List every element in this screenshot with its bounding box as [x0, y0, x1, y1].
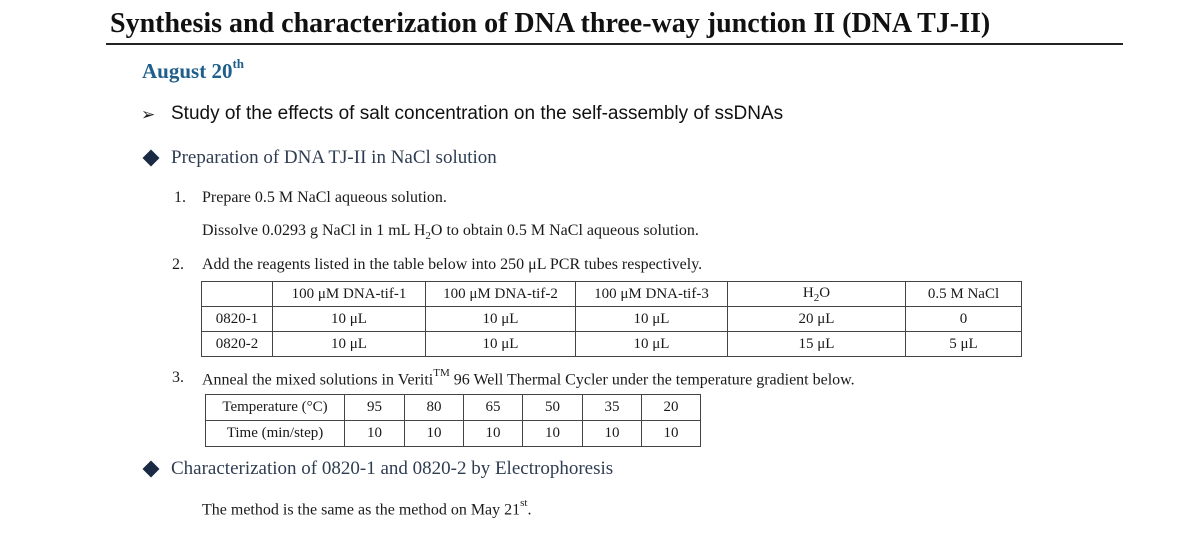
dissolve-sub: 2: [425, 230, 431, 243]
trademark-sup: TM: [433, 367, 450, 379]
table-cell: 10 μL: [272, 331, 426, 357]
method-note-text: The method is the same as the method on …: [202, 501, 521, 519]
arrow-bullet-icon: ➢: [141, 105, 156, 125]
title-divider: [106, 43, 1123, 45]
section-heading-preparation: Preparation of DNA TJ-II in NaCl solutio…: [171, 147, 497, 168]
table-cell: 10: [522, 420, 583, 447]
step-number: 1.: [174, 189, 186, 206]
reagent-table: 100 μM DNA-tif-1 100 μM DNA-tif-2 100 μM…: [201, 281, 1022, 357]
table-cell: 10: [582, 420, 642, 447]
table-row: 0820-1 10 μL 10 μL 10 μL 20 μL 0: [201, 306, 1022, 332]
table-cell: 15 μL: [727, 331, 906, 357]
anneal-table: Temperature (°C) 95 80 65 50 35 20 Time …: [205, 394, 701, 447]
table-cell: 20 μL: [727, 306, 906, 332]
dissolve-post: O to obtain 0.5 M NaCl aqueous solution.: [430, 222, 699, 239]
table-cell: 0: [905, 306, 1022, 332]
table-header-row: 100 μM DNA-tif-1 100 μM DNA-tif-2 100 μM…: [201, 281, 1022, 307]
method-note: The method is the same as the method on …: [202, 497, 532, 519]
dissolve-pre: Dissolve 0.0293 g NaCl in 1 mL H: [202, 222, 426, 239]
table-cell: 0820-1: [201, 306, 273, 332]
date-heading: August 20th: [142, 56, 245, 84]
table-cell: 10 μL: [272, 306, 426, 332]
date-text: August 20: [142, 59, 233, 83]
step-text: Add the reagents listed in the table bel…: [202, 256, 703, 273]
table-row: Time (min/step) 10 10 10 10 10 10: [205, 420, 701, 447]
diamond-bullet-icon: [142, 149, 160, 167]
study-heading: Study of the effects of salt concentrati…: [171, 103, 784, 124]
step-text: Prepare 0.5 M NaCl aqueous solution.: [202, 189, 447, 206]
section-heading-characterization: Characterization of 0820-1 and 0820-2 by…: [171, 458, 614, 479]
method-note-sup: st: [520, 497, 528, 509]
step-number: 2.: [172, 256, 184, 273]
step-number: 3.: [172, 369, 184, 386]
step-text-pre: Anneal the mixed solutions in Veriti: [202, 371, 434, 389]
dissolve-instruction: Dissolve 0.0293 g NaCl in 1 mL H2O to ob…: [202, 222, 699, 242]
date-suffix: th: [232, 56, 245, 71]
table-header-cell: 0.5 M NaCl: [905, 281, 1022, 307]
table-cell: 10: [404, 420, 464, 447]
page-title: Synthesis and characterization of DNA th…: [110, 8, 991, 39]
step-text: Anneal the mixed solutions in VeritiTM 9…: [202, 367, 855, 389]
table-cell: [201, 281, 273, 307]
table-cell: 95: [344, 394, 405, 421]
table-cell: 80: [404, 394, 464, 421]
table-cell: Temperature (°C): [205, 394, 345, 421]
table-cell: 50: [522, 394, 583, 421]
table-cell: 10: [463, 420, 523, 447]
table-cell: 35: [582, 394, 642, 421]
table-cell: 10 μL: [575, 331, 728, 357]
table-cell: 20: [641, 394, 701, 421]
method-note-end: .: [527, 501, 532, 519]
table-cell: Time (min/step): [205, 420, 345, 447]
table-cell: 0820-2: [201, 331, 273, 357]
table-cell: 10: [344, 420, 405, 447]
table-cell: 10 μL: [425, 331, 576, 357]
table-header-cell: H2O: [727, 281, 906, 307]
table-cell: 65: [463, 394, 523, 421]
table-header-cell: 100 μM DNA-tif-2: [425, 281, 576, 307]
table-cell: 5 μL: [905, 331, 1022, 357]
table-row: 0820-2 10 μL 10 μL 10 μL 15 μL 5 μL: [201, 331, 1022, 357]
table-cell: 10 μL: [425, 306, 576, 332]
table-row: Temperature (°C) 95 80 65 50 35 20: [205, 394, 701, 421]
step-text-post: 96 Well Thermal Cycler under the tempera…: [449, 371, 855, 389]
table-header-cell: 100 μM DNA-tif-3: [575, 281, 728, 307]
diamond-bullet-icon: [142, 460, 160, 478]
table-cell: 10: [641, 420, 701, 447]
table-cell: 10 μL: [575, 306, 728, 332]
table-header-cell: 100 μM DNA-tif-1: [272, 281, 426, 307]
